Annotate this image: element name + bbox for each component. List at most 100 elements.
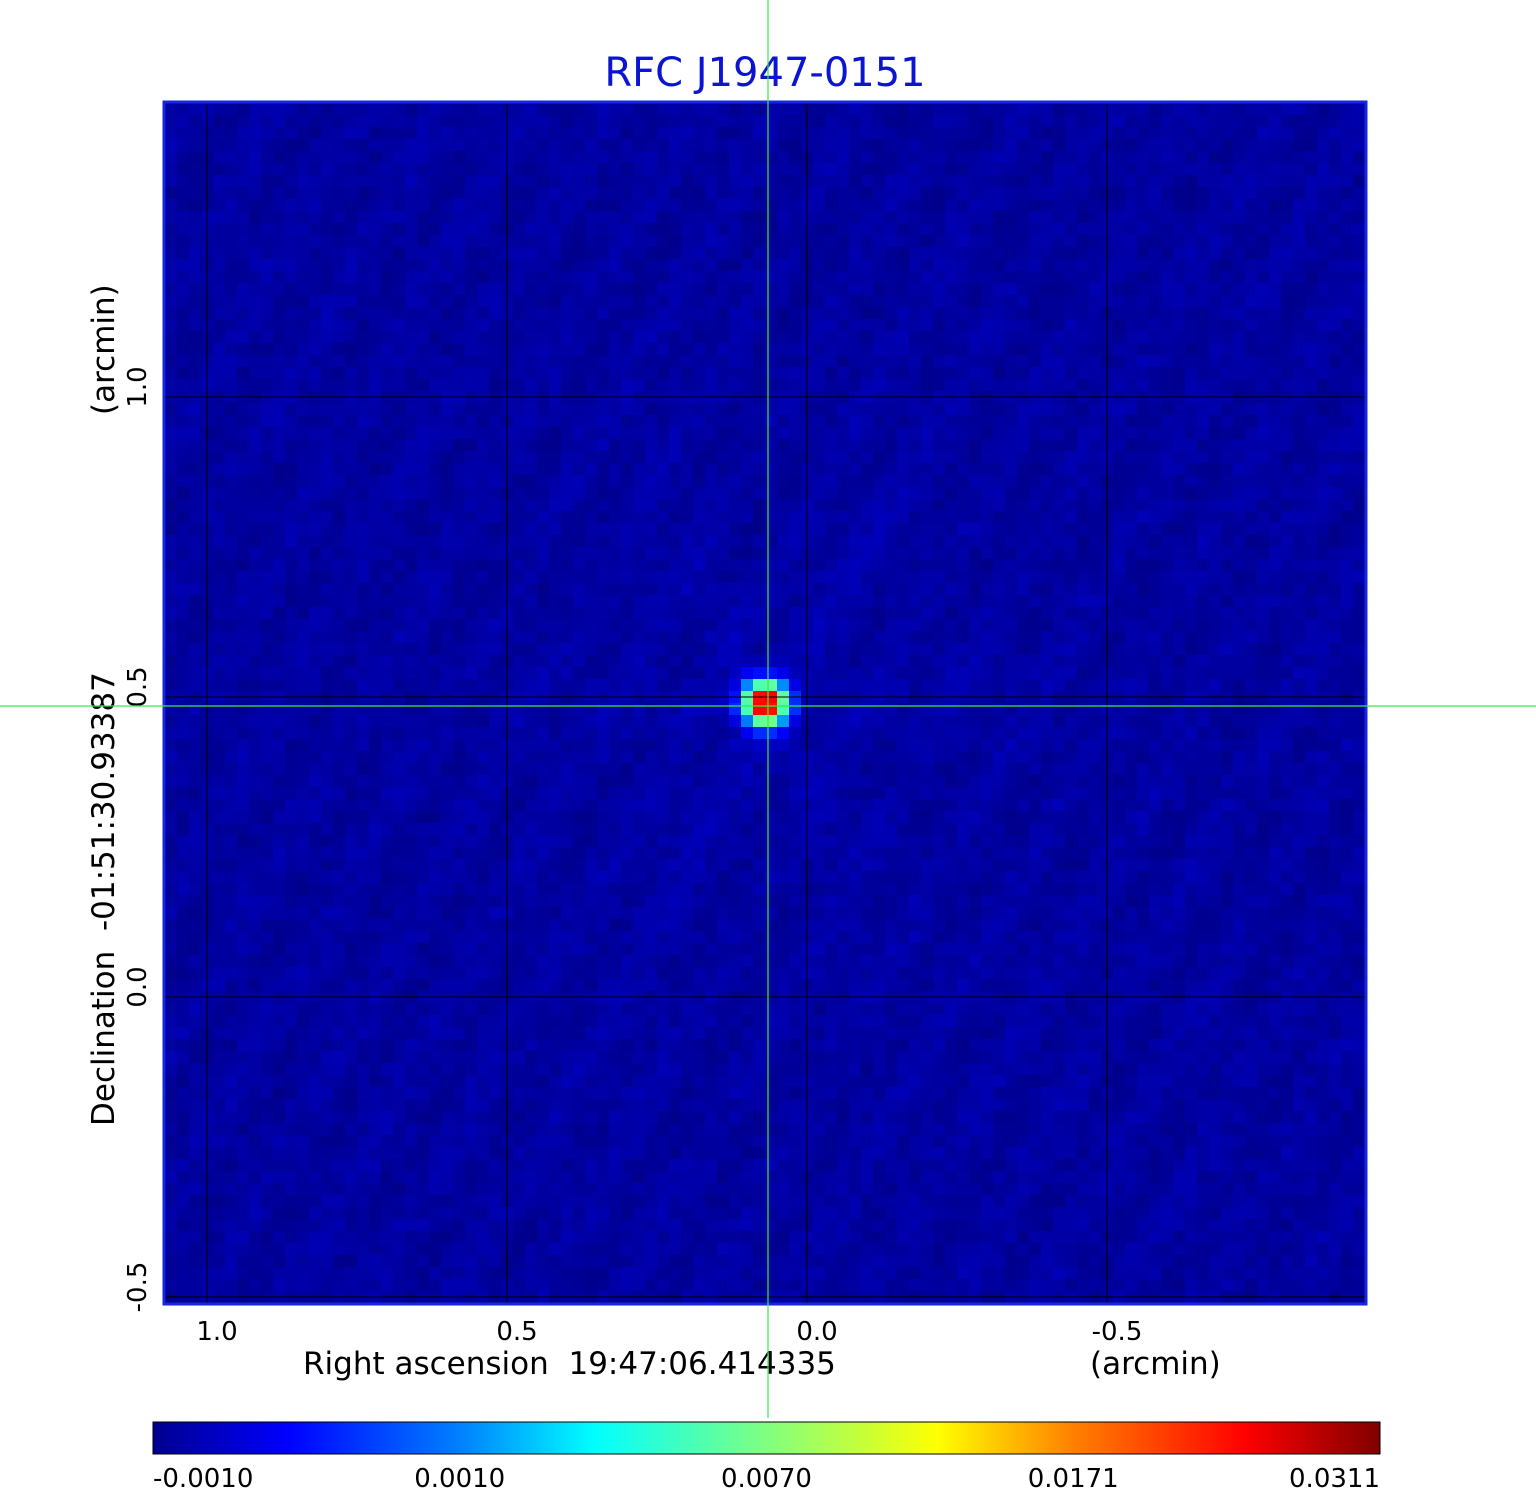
- heatmap-cell: [297, 607, 310, 620]
- heatmap-cell: [1305, 547, 1318, 560]
- heatmap-cell: [489, 679, 502, 692]
- heatmap-cell: [1245, 127, 1258, 140]
- heatmap-cell: [621, 307, 634, 320]
- heatmap-cell: [657, 283, 670, 296]
- heatmap-cell: [885, 427, 898, 440]
- heatmap-cell: [1269, 139, 1282, 152]
- heatmap-cell: [1053, 535, 1066, 548]
- heatmap-cell: [1269, 259, 1282, 272]
- heatmap-cell: [1221, 655, 1234, 668]
- heatmap-cell: [1065, 679, 1078, 692]
- heatmap-cell: [249, 223, 262, 236]
- heatmap-cell: [765, 511, 778, 524]
- heatmap-cell: [1245, 103, 1258, 116]
- heatmap-cell: [1197, 499, 1210, 512]
- heatmap-cell: [549, 367, 562, 380]
- heatmap-cell: [1305, 535, 1318, 548]
- heatmap-cell: [777, 451, 790, 464]
- heatmap-cell: [429, 679, 442, 692]
- heatmap-cell: [693, 463, 706, 476]
- heatmap-cell: [285, 103, 298, 116]
- heatmap-cell: [1005, 643, 1018, 656]
- heatmap-cell: [1221, 307, 1234, 320]
- heatmap-cell: [405, 475, 418, 488]
- heatmap-cell: [405, 103, 418, 116]
- heatmap-cell: [921, 451, 934, 464]
- heatmap-cell: [813, 655, 826, 668]
- heatmap-cell: [549, 187, 562, 200]
- heatmap-cell: [753, 235, 766, 248]
- heatmap-cell: [1257, 247, 1270, 260]
- heatmap-cell: [933, 295, 946, 308]
- heatmap-cell: [1161, 403, 1174, 416]
- heatmap-cell: [789, 499, 802, 512]
- heatmap-cell: [609, 667, 622, 680]
- heatmap-cell: [693, 235, 706, 248]
- heatmap-cell: [645, 115, 658, 128]
- heatmap-cell: [1257, 283, 1270, 296]
- heatmap-cell: [1149, 211, 1162, 224]
- heatmap-cell: [717, 331, 730, 344]
- heatmap-cell: [477, 511, 490, 524]
- heatmap-cell: [1089, 667, 1102, 680]
- heatmap-cell: [345, 619, 358, 632]
- heatmap-cell: [309, 355, 322, 368]
- heatmap-cell: [1341, 547, 1354, 560]
- heatmap-cell: [261, 643, 274, 656]
- heatmap-cell: [1173, 511, 1186, 524]
- heatmap-cell: [585, 175, 598, 188]
- heatmap-cell: [297, 463, 310, 476]
- heatmap-cell: [561, 595, 574, 608]
- heatmap-cell: [873, 295, 886, 308]
- heatmap-cell: [1257, 463, 1270, 476]
- heatmap-cell: [1353, 367, 1365, 380]
- heatmap-cell: [837, 403, 850, 416]
- heatmap-cell: [369, 523, 382, 536]
- heatmap-cell: [597, 667, 610, 680]
- heatmap-cell: [981, 451, 994, 464]
- heatmap-cell: [717, 379, 730, 392]
- heatmap-cell: [561, 151, 574, 164]
- heatmap-cell: [333, 379, 346, 392]
- heatmap-cell: [321, 619, 334, 632]
- heatmap-cell: [429, 571, 442, 584]
- heatmap-cell: [693, 451, 706, 464]
- heatmap-cell: [1065, 103, 1078, 116]
- heatmap-cell: [1185, 163, 1198, 176]
- heatmap-cell: [321, 379, 334, 392]
- heatmap-cell: [1077, 439, 1090, 452]
- heatmap-cell: [813, 547, 826, 560]
- heatmap-cell: [1245, 427, 1258, 440]
- heatmap-cell: [441, 127, 454, 140]
- heatmap-cell: [669, 199, 682, 212]
- heatmap-cell: [1089, 331, 1102, 344]
- heatmap-cell: [1089, 343, 1102, 356]
- heatmap-cell: [489, 127, 502, 140]
- heatmap-cell: [297, 355, 310, 368]
- heatmap-cell: [225, 523, 238, 536]
- heatmap-cell: [213, 283, 226, 296]
- heatmap-cell: [1281, 127, 1294, 140]
- heatmap-cell: [285, 499, 298, 512]
- heatmap-cell: [1293, 151, 1306, 164]
- heatmap-cell: [1209, 319, 1222, 332]
- heatmap-cell: [645, 211, 658, 224]
- heatmap-cell: [681, 211, 694, 224]
- heatmap-cell: [585, 523, 598, 536]
- heatmap-cell: [1257, 523, 1270, 536]
- heatmap-cell: [1077, 511, 1090, 524]
- heatmap-cell: [597, 463, 610, 476]
- heatmap-cell: [189, 211, 202, 224]
- heatmap-cell: [969, 235, 982, 248]
- heatmap-cell: [825, 487, 838, 500]
- heatmap-cell: [933, 403, 946, 416]
- heatmap-cell: [693, 679, 706, 692]
- heatmap-cell: [513, 319, 526, 332]
- heatmap-cell: [585, 439, 598, 452]
- heatmap-cell: [729, 631, 742, 644]
- heatmap-cell: [345, 415, 358, 428]
- heatmap-cell: [369, 559, 382, 572]
- heatmap-cell: [273, 427, 286, 440]
- heatmap-cell: [549, 631, 562, 644]
- heatmap-cell: [297, 499, 310, 512]
